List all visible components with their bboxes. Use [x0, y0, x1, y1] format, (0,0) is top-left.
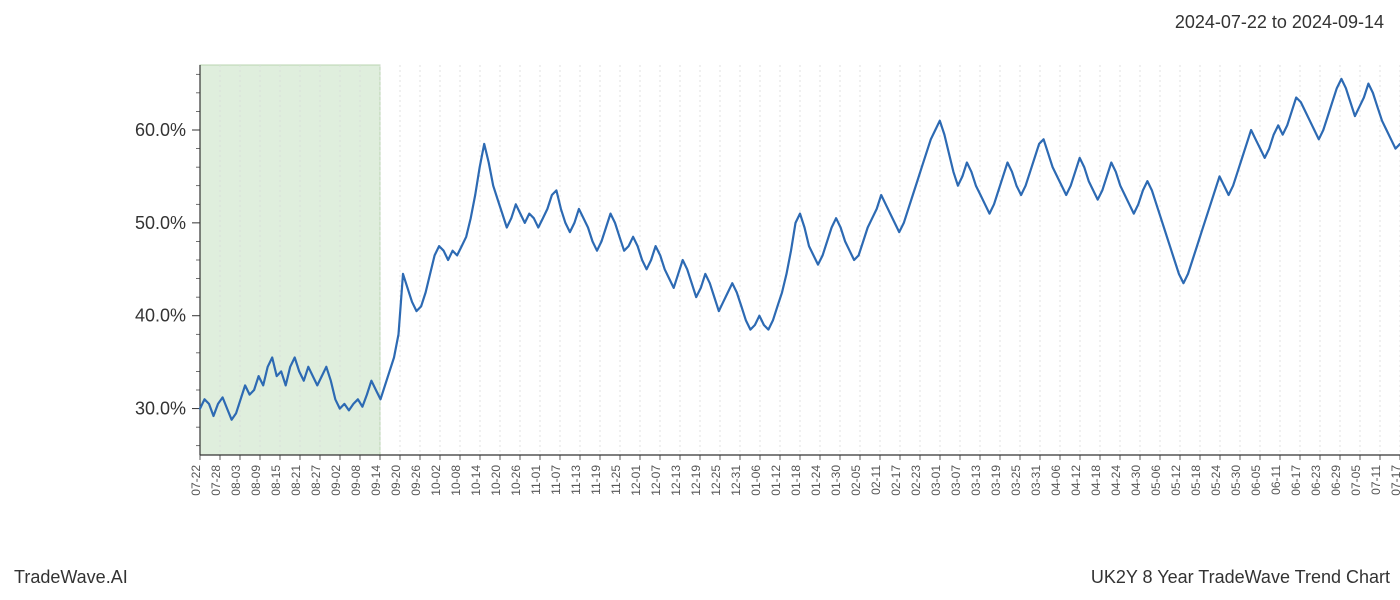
svg-text:08-03: 08-03 [229, 465, 243, 496]
svg-text:06-29: 06-29 [1329, 465, 1343, 496]
svg-text:40.0%: 40.0% [135, 306, 186, 326]
svg-text:11-01: 11-01 [529, 465, 543, 495]
svg-text:01-18: 01-18 [789, 465, 803, 496]
svg-text:09-26: 09-26 [409, 465, 423, 496]
brand-label: TradeWave.AI [14, 567, 128, 588]
svg-text:30.0%: 30.0% [135, 399, 186, 419]
svg-text:04-30: 04-30 [1129, 465, 1143, 496]
svg-text:05-06: 05-06 [1149, 465, 1163, 496]
svg-text:12-01: 12-01 [629, 465, 643, 496]
svg-text:11-19: 11-19 [589, 465, 603, 495]
svg-text:08-21: 08-21 [289, 465, 303, 496]
svg-text:12-07: 12-07 [649, 465, 663, 496]
svg-text:04-18: 04-18 [1089, 465, 1103, 496]
chart-title-label: UK2Y 8 Year TradeWave Trend Chart [1091, 567, 1390, 588]
svg-text:09-14: 09-14 [369, 465, 383, 496]
svg-text:01-06: 01-06 [749, 465, 763, 496]
trend-chart: 30.0% 40.0% 50.0% 60.0% 07-22 07-28 08-03 08-09… [0, 55, 1400, 535]
svg-text:05-18: 05-18 [1189, 465, 1203, 496]
svg-text:03-07: 03-07 [949, 465, 963, 496]
svg-text:09-20: 09-20 [389, 465, 403, 496]
svg-text:12-13: 12-13 [669, 465, 683, 496]
svg-text:07-22: 07-22 [189, 465, 203, 496]
svg-text:04-24: 04-24 [1109, 465, 1123, 496]
svg-text:03-19: 03-19 [989, 465, 1003, 496]
svg-text:06-17: 06-17 [1289, 465, 1303, 496]
svg-text:06-11: 06-11 [1269, 465, 1283, 495]
svg-text:07-05: 07-05 [1349, 465, 1363, 496]
svg-text:07-11: 07-11 [1369, 465, 1383, 495]
svg-text:01-30: 01-30 [829, 465, 843, 496]
svg-text:02-11: 02-11 [869, 465, 883, 495]
svg-text:50.0%: 50.0% [135, 213, 186, 233]
svg-text:03-31: 03-31 [1029, 465, 1043, 496]
svg-text:08-15: 08-15 [269, 465, 283, 496]
svg-text:10-08: 10-08 [449, 465, 463, 496]
svg-text:03-01: 03-01 [929, 465, 943, 496]
svg-text:06-05: 06-05 [1249, 465, 1263, 496]
svg-text:10-02: 10-02 [429, 465, 443, 496]
svg-text:12-25: 12-25 [709, 465, 723, 496]
svg-text:03-25: 03-25 [1009, 465, 1023, 496]
svg-text:08-09: 08-09 [249, 465, 263, 496]
svg-text:03-13: 03-13 [969, 465, 983, 496]
svg-text:10-20: 10-20 [489, 465, 503, 496]
svg-text:04-06: 04-06 [1049, 465, 1063, 496]
svg-text:02-05: 02-05 [849, 465, 863, 496]
svg-text:11-07: 11-07 [549, 465, 563, 495]
svg-text:01-12: 01-12 [769, 465, 783, 496]
svg-text:10-14: 10-14 [469, 465, 483, 496]
svg-text:11-13: 11-13 [569, 465, 583, 495]
svg-text:10-26: 10-26 [509, 465, 523, 496]
svg-text:09-08: 09-08 [349, 465, 363, 496]
svg-text:60.0%: 60.0% [135, 120, 186, 140]
svg-text:12-31: 12-31 [729, 465, 743, 496]
svg-text:04-12: 04-12 [1069, 465, 1083, 496]
svg-text:05-24: 05-24 [1209, 465, 1223, 496]
svg-text:06-23: 06-23 [1309, 465, 1323, 496]
svg-text:09-02: 09-02 [329, 465, 343, 496]
date-range-label: 2024-07-22 to 2024-09-14 [1175, 12, 1384, 33]
svg-text:02-23: 02-23 [909, 465, 923, 496]
svg-text:02-17: 02-17 [889, 465, 903, 496]
svg-text:07-17: 07-17 [1389, 465, 1400, 496]
svg-text:08-27: 08-27 [309, 465, 323, 496]
svg-text:11-25: 11-25 [609, 465, 623, 495]
svg-text:07-28: 07-28 [209, 465, 223, 496]
svg-text:05-30: 05-30 [1229, 465, 1243, 496]
svg-text:12-19: 12-19 [689, 465, 703, 496]
svg-text:01-24: 01-24 [809, 465, 823, 496]
svg-text:05-12: 05-12 [1169, 465, 1183, 496]
